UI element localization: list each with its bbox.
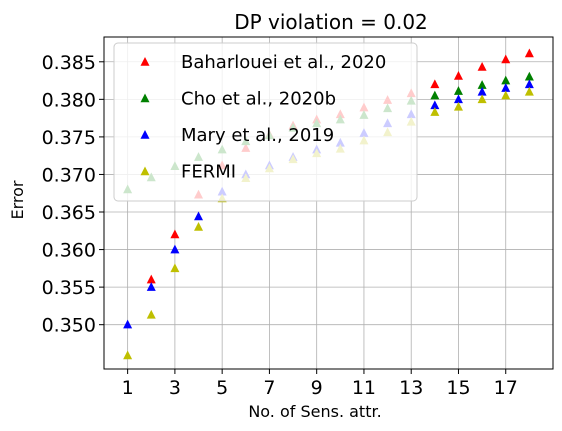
data-point [123, 319, 133, 329]
data-point [524, 86, 534, 96]
chart-title: DP violation = 0.02 [234, 10, 428, 34]
y-axis-label: Error [8, 180, 27, 219]
data-point [170, 263, 180, 273]
data-point [524, 48, 534, 58]
y-tick-label: 0.375 [42, 127, 96, 149]
data-point [170, 244, 180, 254]
legend-marker [140, 57, 150, 66]
data-point [501, 54, 511, 64]
legend-label: FERMI [181, 162, 236, 183]
legend-marker [140, 166, 150, 176]
data-point [477, 62, 487, 71]
data-point [194, 211, 204, 221]
data-point [477, 94, 487, 104]
data-point [477, 80, 487, 89]
x-tick-label: 13 [399, 377, 423, 399]
x-tick-label: 17 [494, 377, 518, 399]
data-point [146, 282, 156, 291]
x-tick-label: 9 [311, 377, 323, 399]
data-point [430, 79, 440, 89]
legend-label: Mary et al., 2019 [181, 125, 334, 146]
x-tick-label: 7 [263, 377, 275, 399]
y-tick-label: 0.380 [42, 89, 96, 111]
legend-box [113, 42, 418, 202]
x-tick-label: 15 [446, 377, 470, 399]
data-point [453, 86, 463, 95]
x-tick-label: 1 [122, 377, 134, 399]
legend-marker [140, 130, 150, 139]
x-axis-label: No. of Sens. attr. [248, 402, 381, 421]
data-point [477, 86, 487, 96]
data-point [453, 71, 463, 80]
data-point [453, 94, 463, 104]
y-tick-label: 0.355 [42, 277, 96, 299]
data-point [501, 83, 511, 92]
data-point [453, 101, 463, 111]
data-point [146, 309, 156, 319]
y-tick-label: 0.360 [42, 240, 96, 262]
y-tick-label: 0.365 [42, 202, 96, 224]
axis-ticks: 1 3 5 7 9 11 13 15 170.3500.3550.3600.3650.3700.… [42, 52, 518, 399]
data-point [170, 229, 180, 239]
y-tick-label: 0.350 [42, 315, 96, 337]
data-point [501, 90, 511, 100]
legend-label: Cho et al., 2020b [181, 89, 336, 110]
data-point [430, 100, 440, 110]
data-point [123, 350, 133, 360]
y-tick-label: 0.370 [42, 164, 96, 186]
data-point [430, 107, 440, 116]
legend: Baharlouei et al., 2020 Cho et al., 2020b… [113, 42, 418, 202]
data-point [146, 274, 156, 284]
legend-label: Baharlouei et al., 2020 [181, 52, 386, 73]
data-point [501, 75, 511, 85]
plot-frame [103, 36, 554, 370]
data-point [524, 71, 534, 81]
x-tick-label: 5 [216, 377, 228, 399]
data-point [194, 222, 204, 231]
x-tick-label: 3 [169, 377, 181, 399]
data-point [524, 79, 534, 89]
x-tick-label: 11 [352, 377, 376, 399]
y-tick-label: 0.385 [42, 52, 96, 74]
data-point [430, 90, 440, 100]
legend-marker [140, 93, 150, 103]
